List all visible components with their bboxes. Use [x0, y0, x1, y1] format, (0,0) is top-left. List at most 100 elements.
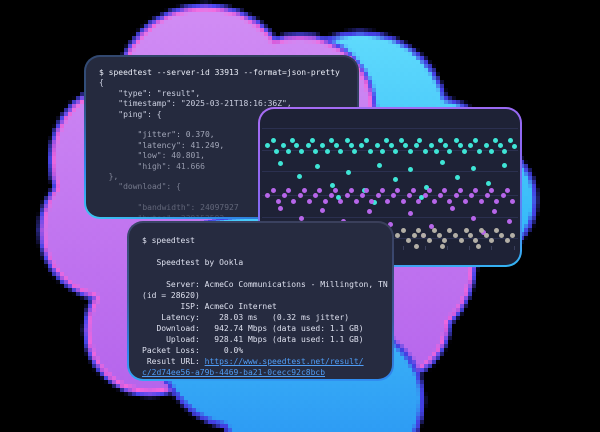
terminal-line: "type": "result",	[99, 89, 344, 99]
terminal-text: "download": {	[99, 182, 181, 192]
cli-terminal-content: $ speedtest Speedtest by Ookla Server: A…	[129, 223, 392, 379]
teal-series-dot	[274, 148, 280, 154]
teal-series-dot	[379, 148, 385, 154]
teal-series-dot	[280, 143, 286, 149]
teal-series-dot	[498, 143, 503, 149]
purple-series-dot	[291, 198, 297, 204]
terminal-line: Upload: 928.41 Mbps (data used: 1.1 GB)	[142, 334, 379, 345]
teal-series-dot	[299, 148, 305, 154]
teal-series-dot	[330, 182, 336, 188]
purple-series-dot	[416, 198, 422, 204]
purple-series-dot	[500, 193, 506, 199]
gray-series-dot	[436, 232, 442, 238]
terminal-text: Upload: 928.41 Mbps (data used: 1.1 GB)	[142, 335, 364, 344]
purple-series-dot	[282, 193, 288, 199]
purple-series-dot	[395, 187, 401, 193]
purple-series-dot	[297, 193, 303, 199]
gray-series-dot	[426, 237, 432, 243]
purple-series-dot	[494, 198, 500, 204]
purple-series-dot	[457, 187, 463, 193]
terminal-text: "bandwidth": 24097927	[99, 203, 239, 213]
purple-series-dot	[270, 187, 276, 193]
teal-series-dot	[335, 195, 341, 201]
terminal-text: Download: 942.74 Mbps (data used: 1.1 GB…	[142, 324, 364, 333]
teal-series-dot	[344, 137, 350, 143]
purple-series-dot	[488, 187, 494, 193]
teal-series-dot	[468, 143, 474, 149]
terminal-line: "jitter": 0.370,	[99, 130, 344, 140]
x-axis-tick	[469, 246, 471, 251]
teal-series-dot	[334, 143, 340, 149]
purple-series-dot	[375, 193, 381, 199]
purple-series-dot	[438, 193, 444, 199]
result-url-link[interactable]: https://www.speedtest.net/result/	[204, 357, 364, 366]
gray-series-dot	[413, 243, 419, 249]
teal-series-dot	[488, 148, 494, 154]
terminal-text: $ speedtest	[142, 236, 195, 245]
purple-series-dot	[265, 193, 271, 199]
gray-series-dot	[400, 228, 406, 234]
terminal-line: "bandwidth": 24097927	[99, 203, 344, 213]
purple-series-dot	[301, 187, 307, 193]
teal-series-dot	[377, 162, 383, 168]
teal-series-dot	[392, 148, 398, 154]
gray-series-dot	[475, 243, 481, 249]
teal-series-dot	[501, 162, 507, 168]
teal-series-dot	[439, 159, 445, 165]
terminal-text: "latency": 41.249,	[99, 140, 225, 150]
purple-series-dot	[422, 193, 428, 199]
terminal-line: Speedtest by Ookla	[142, 257, 379, 268]
terminal-text: $ speedtest --server-id 33913 --format=j…	[99, 68, 340, 77]
teal-series-dot	[417, 137, 423, 143]
purple-series-dot	[366, 209, 372, 215]
x-axis-tick	[491, 246, 493, 251]
teal-series-dot	[453, 137, 459, 143]
x-axis-tick	[513, 246, 515, 251]
teal-series-dot	[313, 148, 319, 154]
purple-series-dot	[391, 193, 397, 199]
terminal-line: $ speedtest	[142, 235, 379, 246]
purple-series-dot	[470, 215, 476, 221]
teal-series-dot	[408, 148, 414, 154]
purple-series-dot	[329, 193, 334, 199]
terminal-text: ISP: AcmeCo Internet	[142, 302, 277, 311]
teal-series-dot	[371, 200, 377, 206]
terminal-line: {	[99, 78, 344, 88]
purple-series-dot	[481, 229, 487, 235]
terminal-text: "timestamp": "2025-03-21T18:16:36Z",	[99, 99, 292, 109]
terminal-line: c/2d74ee56-a79b-4469-ba21-0cecc92c8bcb	[142, 367, 379, 378]
x-axis-tick	[403, 246, 404, 251]
teal-series-dot	[422, 148, 428, 154]
teal-series-dot	[358, 143, 364, 149]
purple-series-dot	[408, 211, 414, 217]
purple-series-dot	[322, 198, 328, 204]
gray-series-dot	[509, 232, 515, 238]
teal-series-dot	[345, 170, 351, 176]
purple-series-dot	[387, 221, 393, 227]
gray-series-dot	[439, 243, 445, 249]
terminal-text: (id = 28620)	[142, 291, 200, 300]
result-url-link[interactable]: c/2d74ee56-a79b-4469-ba21-0cecc92c8bcb	[142, 368, 326, 377]
terminal-line: "timestamp": "2025-03-21T18:16:36Z",	[99, 99, 344, 109]
purple-series-dot	[379, 187, 385, 193]
terminal-line: "latency": 41.249,	[99, 141, 344, 151]
teal-series-dot	[325, 148, 331, 154]
purple-series-dot	[319, 207, 325, 213]
teal-series-dot	[392, 176, 398, 182]
gray-series-dot	[494, 228, 500, 234]
terminal-line: $ speedtest --server-id 33913 --format=j…	[99, 68, 344, 78]
purple-series-dot	[485, 193, 490, 199]
gray-series-dot	[412, 232, 418, 238]
gridline	[262, 194, 518, 196]
teal-series-dot	[486, 181, 492, 187]
teal-series-dot	[477, 148, 483, 154]
teal-series-dot	[348, 143, 354, 149]
purple-series-dot	[364, 187, 370, 193]
teal-series-dot	[434, 148, 440, 154]
purple-series-dot	[447, 198, 453, 204]
terminal-text: Packet Loss: 0.0%	[142, 346, 244, 355]
terminal-text: },	[99, 172, 119, 182]
terminal-text: "ping": {	[99, 109, 162, 119]
gray-series-dot	[416, 228, 422, 234]
gray-series-dot	[431, 228, 437, 234]
